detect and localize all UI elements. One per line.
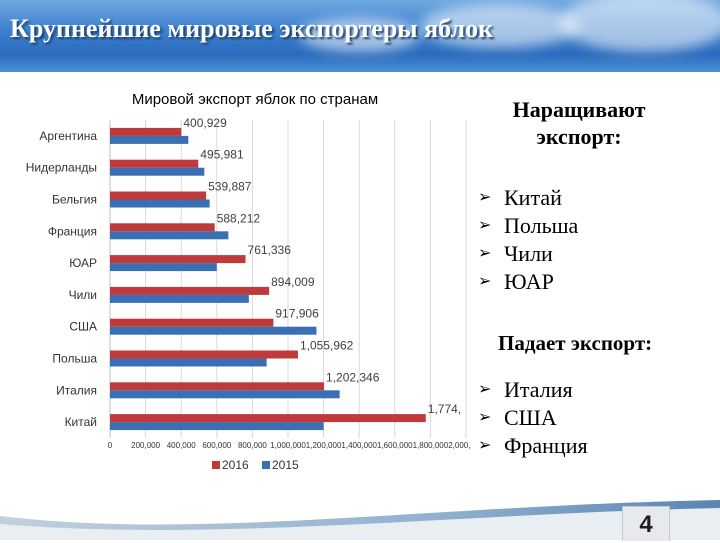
grow-title: Наращивают экспорт: — [512, 97, 646, 149]
footer-swoosh — [0, 500, 720, 540]
list-item: ➢ Чили — [478, 241, 553, 266]
grow-list: ➢ Китай ➢ Польша ➢ Чили ➢ ЮАР — [478, 184, 578, 296]
bar-2016 — [110, 223, 215, 232]
value-label: 495,981 — [200, 148, 244, 162]
slide-title: Крупнейшие мировые экспортеры яблок — [10, 14, 494, 43]
arrow-bullet-icon: ➢ — [478, 381, 492, 398]
category-label: Бельгия — [52, 193, 97, 207]
list-item: ➢ США — [478, 405, 557, 430]
arrow-bullet-icon: ➢ — [478, 437, 492, 454]
tick-label: 1,800,000 — [413, 441, 449, 450]
bar-2016 — [110, 350, 298, 359]
bar-2015 — [110, 422, 324, 431]
arrow-bullet-icon: ➢ — [478, 217, 492, 234]
arrow-bullet-icon: ➢ — [478, 409, 492, 426]
arrow-bullet-icon: ➢ — [478, 189, 492, 206]
arrow-bullet-icon: ➢ — [478, 273, 492, 290]
page-number-badge: 4 — [622, 506, 670, 541]
bar-2016 — [110, 286, 270, 295]
chart-title: Мировой экспорт яблок по странам — [132, 91, 378, 108]
list-item: ➢ Польша — [478, 213, 579, 238]
bar-2016 — [110, 127, 182, 136]
bar-2016 — [110, 382, 325, 391]
category-label: Китай — [65, 415, 97, 429]
category-label: Чили — [69, 288, 97, 302]
tick-label: 1,000,000 — [270, 441, 306, 450]
list-item: ➢ Италия — [478, 377, 573, 402]
bar-2015 — [110, 294, 249, 303]
value-label: 1,774, — [428, 402, 461, 416]
value-label: 1,202,346 — [326, 370, 380, 384]
tick-label: 400,000 — [167, 441, 196, 450]
arrow-bullet-icon: ➢ — [478, 245, 492, 262]
value-label: 894,009 — [271, 275, 315, 289]
bar-2016 — [110, 159, 199, 168]
bar-2015 — [110, 231, 229, 240]
category-label: Италия — [56, 383, 97, 397]
category-label: Нидерланды — [26, 161, 97, 175]
list-item: ➢ Китай — [478, 185, 562, 210]
slide-header: Крупнейшие мировые экспортеры яблок — [0, 0, 720, 72]
tick-label: 200,000 — [131, 441, 160, 450]
value-label: 917,906 — [275, 307, 319, 321]
value-label: 1,055,962 — [300, 339, 354, 353]
tick-label: 0 — [108, 441, 113, 450]
category-label: Франция — [48, 224, 97, 238]
bar-2015 — [110, 199, 210, 208]
fall-title: Падает экспорт: — [498, 331, 653, 355]
fall-list: ➢ Италия ➢ США ➢ Франция — [478, 376, 588, 460]
category-label: Аргентина — [39, 129, 97, 143]
tick-label: 1,400,000 — [341, 441, 377, 450]
legend-label: 2016 — [222, 458, 249, 472]
value-label: 588,212 — [217, 211, 261, 225]
bar-2016 — [110, 255, 246, 264]
tick-label: 600,000 — [202, 441, 231, 450]
bar-2016 — [110, 414, 426, 423]
bar-2015 — [110, 390, 340, 399]
bar-2016 — [110, 191, 207, 200]
category-label: Польша — [52, 352, 97, 366]
value-label: 539,887 — [208, 180, 252, 194]
category-label: ЮАР — [69, 256, 97, 270]
legend-swatch — [212, 461, 220, 469]
legend-label: 2015 — [272, 458, 299, 472]
bar-2015 — [110, 358, 267, 367]
list-item: ➢ ЮАР — [478, 269, 554, 294]
category-label: США — [69, 320, 97, 334]
bar-2015 — [110, 326, 317, 335]
tick-label: 800,000 — [238, 441, 267, 450]
list-item: ➢ Франция — [478, 433, 588, 458]
value-label: 400,929 — [183, 116, 227, 130]
bar-2016 — [110, 318, 274, 327]
export-bar-chart: Мировой экспорт яблок по странам Аргенти… — [26, 91, 470, 472]
legend-swatch — [262, 461, 270, 469]
bar-2015 — [110, 167, 205, 176]
value-label: 761,336 — [248, 243, 292, 257]
bar-2015 — [110, 263, 217, 272]
tick-label: 1,200,000 — [306, 441, 342, 450]
bar-2015 — [110, 135, 189, 144]
tick-label: 2,000,000 — [448, 441, 470, 450]
tick-label: 1,600,000 — [377, 441, 413, 450]
